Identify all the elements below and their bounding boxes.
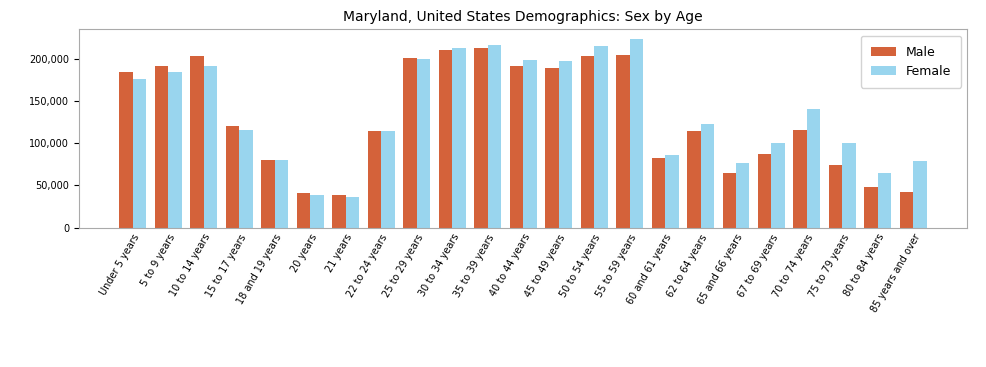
Bar [615,55,629,228]
Bar [119,72,133,228]
Bar [452,48,465,228]
Bar [665,155,677,228]
Bar [793,130,807,228]
Bar [736,163,748,228]
Bar [842,143,855,228]
Bar [807,109,819,228]
Bar [261,160,274,228]
Bar [274,160,288,228]
Bar [877,173,890,228]
Bar [402,58,416,228]
Bar [155,66,169,228]
Bar [594,46,607,228]
Bar [828,165,842,228]
Bar [558,61,572,228]
Bar [629,40,643,228]
Bar [509,66,523,228]
Bar [700,124,713,228]
Bar [899,192,912,228]
Bar [190,57,203,228]
Bar [912,161,926,228]
Bar [771,143,784,228]
Bar [473,48,487,228]
Bar [651,157,665,228]
Title: Maryland, United States Demographics: Sex by Age: Maryland, United States Demographics: Se… [343,10,702,24]
Bar [544,68,558,228]
Bar [332,196,345,228]
Bar [487,46,501,228]
Bar [438,50,452,228]
Bar [580,55,594,228]
Bar [226,126,239,228]
Bar [381,131,394,228]
Bar [203,66,217,228]
Bar [416,59,430,228]
Bar [239,130,252,228]
Bar [297,193,310,228]
Bar [722,173,736,228]
Legend: Male, Female: Male, Female [860,36,960,88]
Bar [169,72,181,228]
Bar [345,197,359,228]
Bar [133,79,146,228]
Bar [864,187,877,228]
Bar [523,60,536,228]
Bar [757,154,771,228]
Bar [686,131,700,228]
Bar [368,131,381,228]
Bar [310,196,323,228]
